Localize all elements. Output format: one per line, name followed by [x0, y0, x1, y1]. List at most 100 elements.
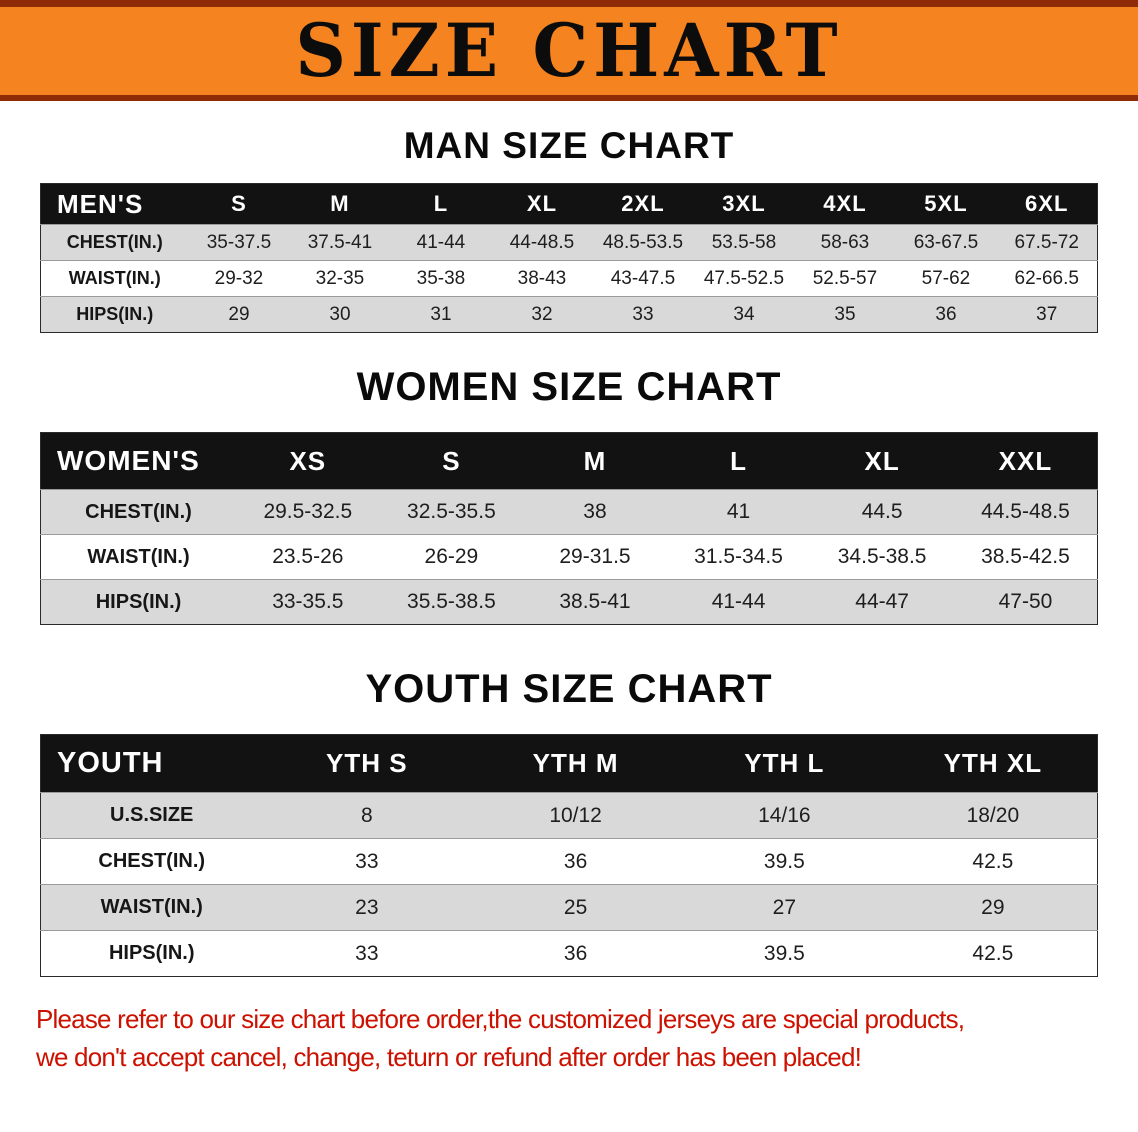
size-header-cell: L: [666, 432, 811, 490]
measurement-value-cell: 39.5: [679, 930, 889, 977]
measurement-value-cell: 44.5: [810, 489, 954, 535]
size-header-cell: YTH M: [471, 734, 680, 793]
measurement-value-cell: 44.5-48.5: [953, 489, 1098, 535]
measurement-row: HIPS(IN.) 33 36 39.5 42.5: [40, 930, 1098, 977]
measurement-value-cell: 33: [592, 296, 694, 333]
measurement-value-cell: 44-47: [810, 579, 954, 625]
measurement-label-cell: WAIST(IN.): [40, 884, 263, 931]
measurement-value-cell: 52.5-57: [794, 260, 896, 297]
measurement-value-cell: 29.5-32.5: [236, 489, 380, 535]
measurement-value-cell: 48.5-53.5: [592, 224, 694, 261]
measurement-value-cell: 25: [471, 884, 680, 931]
measurement-value-cell: 43-47.5: [592, 260, 694, 297]
measurement-value-cell: 27: [679, 884, 889, 931]
size-header-cell: YTH XL: [888, 734, 1098, 793]
measurement-value-cell: 31: [390, 296, 492, 333]
measurement-label-cell: WAIST(IN.): [40, 260, 189, 297]
measurement-value-cell: 36: [471, 838, 680, 885]
size-header-cell: YTH L: [679, 734, 889, 793]
measurement-value-cell: 32.5-35.5: [379, 489, 524, 535]
measurement-value-cell: 39.5: [679, 838, 889, 885]
measurement-label-cell: HIPS(IN.): [40, 296, 189, 333]
measurement-value-cell: 35: [794, 296, 896, 333]
measurement-value-cell: 32: [491, 296, 593, 333]
measurement-value-cell: 33: [262, 930, 472, 977]
measurement-value-cell: 23: [262, 884, 472, 931]
measurement-value-cell: 62-66.5: [996, 260, 1098, 297]
measurement-value-cell: 41-44: [666, 579, 811, 625]
measurement-value-cell: 8: [262, 792, 472, 839]
measurement-value-cell: 34: [693, 296, 795, 333]
measurement-value-cell: 53.5-58: [693, 224, 795, 261]
measurement-value-cell: 38: [523, 489, 667, 535]
measurement-row: HIPS(IN.) 29 30 31 32 33 34 35 36 37: [40, 296, 1098, 333]
measurement-row: WAIST(IN.) 23 25 27 29: [40, 884, 1098, 931]
size-header-cell: 5XL: [895, 183, 997, 225]
youth-size-chart-section: YOUTH SIZE CHART YOUTH YTH S YTH M YTH L YTH…: [0, 667, 1138, 977]
measurement-value-cell: 35-37.5: [188, 224, 290, 261]
measurement-value-cell: 47-50: [953, 579, 1098, 625]
size-header-cell: M: [289, 183, 391, 225]
banner-title: SIZE CHART: [295, 6, 843, 95]
measurement-value-cell: 26-29: [379, 534, 524, 580]
youth-size-table: YOUTH YTH S YTH M YTH L YTH XL U.S.SIZE 8 10/12…: [40, 734, 1098, 977]
measurement-label-cell: HIPS(IN.): [40, 930, 263, 977]
men-size-table: MEN'S S M L XL 2XL 3XL 4XL 5XL 6XL CHEST(IN.) 35-37…: [40, 183, 1098, 333]
measurement-row: U.S.SIZE 8 10/12 14/16 18/20: [40, 792, 1098, 839]
measurement-value-cell: 57-62: [895, 260, 997, 297]
disclaimer: Please refer to our size chart before or…: [0, 1001, 1138, 1076]
measurement-value-cell: 35.5-38.5: [379, 579, 524, 625]
table-header-row: MEN'S S M L XL 2XL 3XL 4XL 5XL 6XL: [40, 183, 1098, 225]
measurement-value-cell: 36: [895, 296, 997, 333]
women-size-chart-section: WOMEN SIZE CHART WOMEN'S XS S M L XL XXL CHEST(…: [0, 365, 1138, 625]
measurement-value-cell: 35-38: [390, 260, 492, 297]
measurement-label-cell: WAIST(IN.): [40, 534, 237, 580]
measurement-value-cell: 29: [188, 296, 290, 333]
women-size-table: WOMEN'S XS S M L XL XXL CHEST(IN.) 29.5-32.5 32.5…: [40, 432, 1098, 625]
table-header-row: YOUTH YTH S YTH M YTH L YTH XL: [40, 734, 1098, 793]
measurement-value-cell: 37: [996, 296, 1098, 333]
youth-size-chart-heading: YOUTH SIZE CHART: [365, 667, 773, 711]
measurement-row: CHEST(IN.) 35-37.5 37.5-41 41-44 44-48.5 48.5…: [40, 224, 1098, 261]
measurement-value-cell: 44-48.5: [491, 224, 593, 261]
measurement-value-cell: 47.5-52.5: [693, 260, 795, 297]
size-header-cell: XS: [236, 432, 380, 490]
measurement-value-cell: 36: [471, 930, 680, 977]
measurement-row: WAIST(IN.) 29-32 32-35 35-38 38-43 43-47.5 47.…: [40, 260, 1098, 297]
measurement-label-cell: HIPS(IN.): [40, 579, 237, 625]
size-header-cell: XL: [810, 432, 954, 490]
size-header-cell: M: [523, 432, 667, 490]
measurement-row: HIPS(IN.) 33-35.5 35.5-38.5 38.5-41 41-44 44-…: [40, 579, 1098, 625]
size-header-cell: S: [379, 432, 524, 490]
measurement-value-cell: 38.5-41: [523, 579, 667, 625]
size-header-cell: 4XL: [794, 183, 896, 225]
man-size-chart-heading: MAN SIZE CHART: [403, 125, 735, 166]
measurement-label-cell: CHEST(IN.): [40, 224, 189, 261]
measurement-value-cell: 42.5: [888, 838, 1098, 885]
disclaimer-line-2: we don't accept cancel, change, teturn o…: [36, 1041, 862, 1072]
measurement-value-cell: 67.5-72: [996, 224, 1098, 261]
size-header-cell: L: [390, 183, 492, 225]
measurement-value-cell: 32-35: [289, 260, 391, 297]
measurement-value-cell: 34.5-38.5: [810, 534, 954, 580]
table-title-cell: WOMEN'S: [40, 432, 237, 490]
measurement-value-cell: 41-44: [390, 224, 492, 261]
size-header-cell: 2XL: [592, 183, 694, 225]
size-header-cell: XXL: [953, 432, 1098, 490]
measurement-value-cell: 30: [289, 296, 391, 333]
size-header-cell: 6XL: [996, 183, 1098, 225]
measurement-value-cell: 33-35.5: [236, 579, 380, 625]
measurement-value-cell: 38.5-42.5: [953, 534, 1098, 580]
measurement-label-cell: U.S.SIZE: [40, 792, 263, 839]
table-header-row: WOMEN'S XS S M L XL XXL: [40, 432, 1098, 490]
measurement-value-cell: 37.5-41: [289, 224, 391, 261]
measurement-value-cell: 18/20: [888, 792, 1098, 839]
measurement-value-cell: 31.5-34.5: [666, 534, 811, 580]
measurement-value-cell: 14/16: [679, 792, 889, 839]
measurement-value-cell: 63-67.5: [895, 224, 997, 261]
measurement-value-cell: 29-31.5: [523, 534, 667, 580]
measurement-value-cell: 41: [666, 489, 811, 535]
measurement-label-cell: CHEST(IN.): [40, 838, 263, 885]
table-title-cell: MEN'S: [40, 183, 189, 225]
